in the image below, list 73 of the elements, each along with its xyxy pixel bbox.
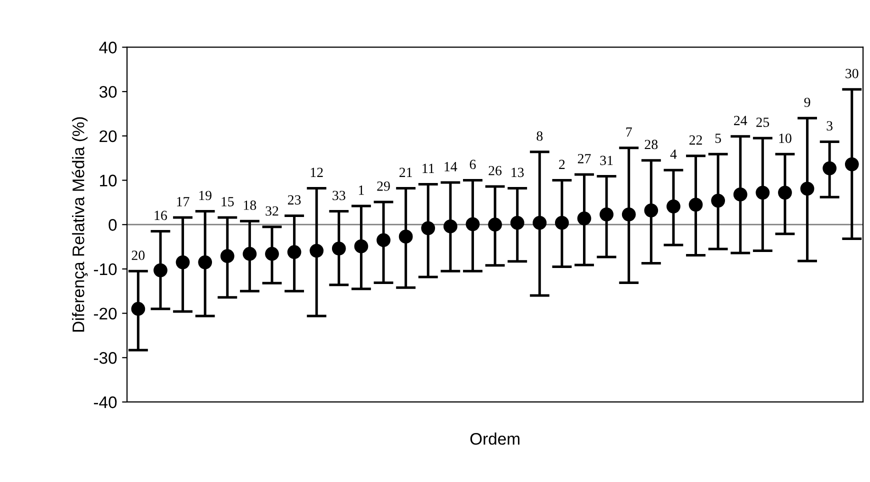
x-tick-label: 6 <box>470 160 476 170</box>
point <box>756 186 770 200</box>
x-tick-label: 23 <box>288 195 301 205</box>
x-tick-label: 24 <box>734 116 748 126</box>
x-tick-label: 4 <box>670 150 677 159</box>
point <box>778 186 792 200</box>
x-tick-label: 33 <box>332 190 346 200</box>
point <box>822 161 837 176</box>
point <box>354 239 368 254</box>
y-tick-label: -40 <box>94 396 117 408</box>
y-tick-label: -20 <box>94 308 117 320</box>
point <box>198 255 212 270</box>
point <box>398 230 413 244</box>
point <box>577 211 592 226</box>
point <box>666 199 680 214</box>
x-tick-label: 17 <box>177 197 190 206</box>
point <box>421 221 436 236</box>
point <box>554 216 569 230</box>
x-tick-label: 26 <box>488 166 502 176</box>
point <box>644 203 658 218</box>
x-tick-label: 19 <box>199 190 212 200</box>
point <box>600 207 614 222</box>
x-tick-label: 10 <box>779 134 792 143</box>
x-tick-label: 16 <box>154 210 168 220</box>
x-tick-label: 7 <box>626 128 632 137</box>
point <box>733 188 748 202</box>
point <box>844 157 859 172</box>
x-tick-label: 31 <box>600 156 613 166</box>
point <box>332 242 346 256</box>
point <box>131 302 146 316</box>
point <box>310 244 324 258</box>
x-tick-label: 9 <box>804 98 810 108</box>
y-tick-label: 40 <box>99 42 117 54</box>
y-axis-title: Diferença Relativa Média (%) <box>72 117 88 332</box>
x-tick-label: 27 <box>578 154 591 164</box>
point <box>688 198 703 212</box>
point <box>443 219 458 234</box>
point <box>622 207 636 222</box>
x-tick-label: 11 <box>422 164 434 173</box>
x-tick-label: 5 <box>715 134 721 143</box>
x-tick-label: 2 <box>559 160 565 169</box>
x-tick-label: 15 <box>222 197 234 206</box>
x-tick-label: 22 <box>689 135 702 145</box>
x-tick-label: 8 <box>536 131 543 141</box>
x-tick-label: 28 <box>644 140 658 150</box>
x-tick-label: 14 <box>444 162 458 172</box>
x-tick-label: 3 <box>826 121 833 131</box>
x-tick-label: 13 <box>512 168 524 178</box>
point <box>510 216 524 230</box>
point <box>800 182 814 196</box>
point <box>376 233 390 248</box>
y-tick-label: -30 <box>94 352 117 364</box>
point <box>242 246 257 261</box>
x-tick-label: 18 <box>244 200 256 210</box>
point <box>711 194 726 208</box>
x-axis-title: Ordem <box>470 432 520 445</box>
point <box>154 263 168 278</box>
point <box>220 249 234 264</box>
point <box>488 218 502 232</box>
point <box>176 255 190 270</box>
y-tick-label: -10 <box>94 263 117 276</box>
x-tick-label: 1 <box>358 186 364 195</box>
point <box>466 217 480 232</box>
x-tick-label: 25 <box>756 118 770 127</box>
point <box>265 246 279 261</box>
x-tick-label: 12 <box>310 168 323 177</box>
x-tick-label: 21 <box>399 168 412 177</box>
y-tick-label: 0 <box>108 219 117 231</box>
point <box>532 216 547 230</box>
y-tick-label: 30 <box>99 86 117 98</box>
point <box>287 245 302 260</box>
x-tick-label: 32 <box>266 206 278 216</box>
x-tick-label: 29 <box>377 182 390 191</box>
